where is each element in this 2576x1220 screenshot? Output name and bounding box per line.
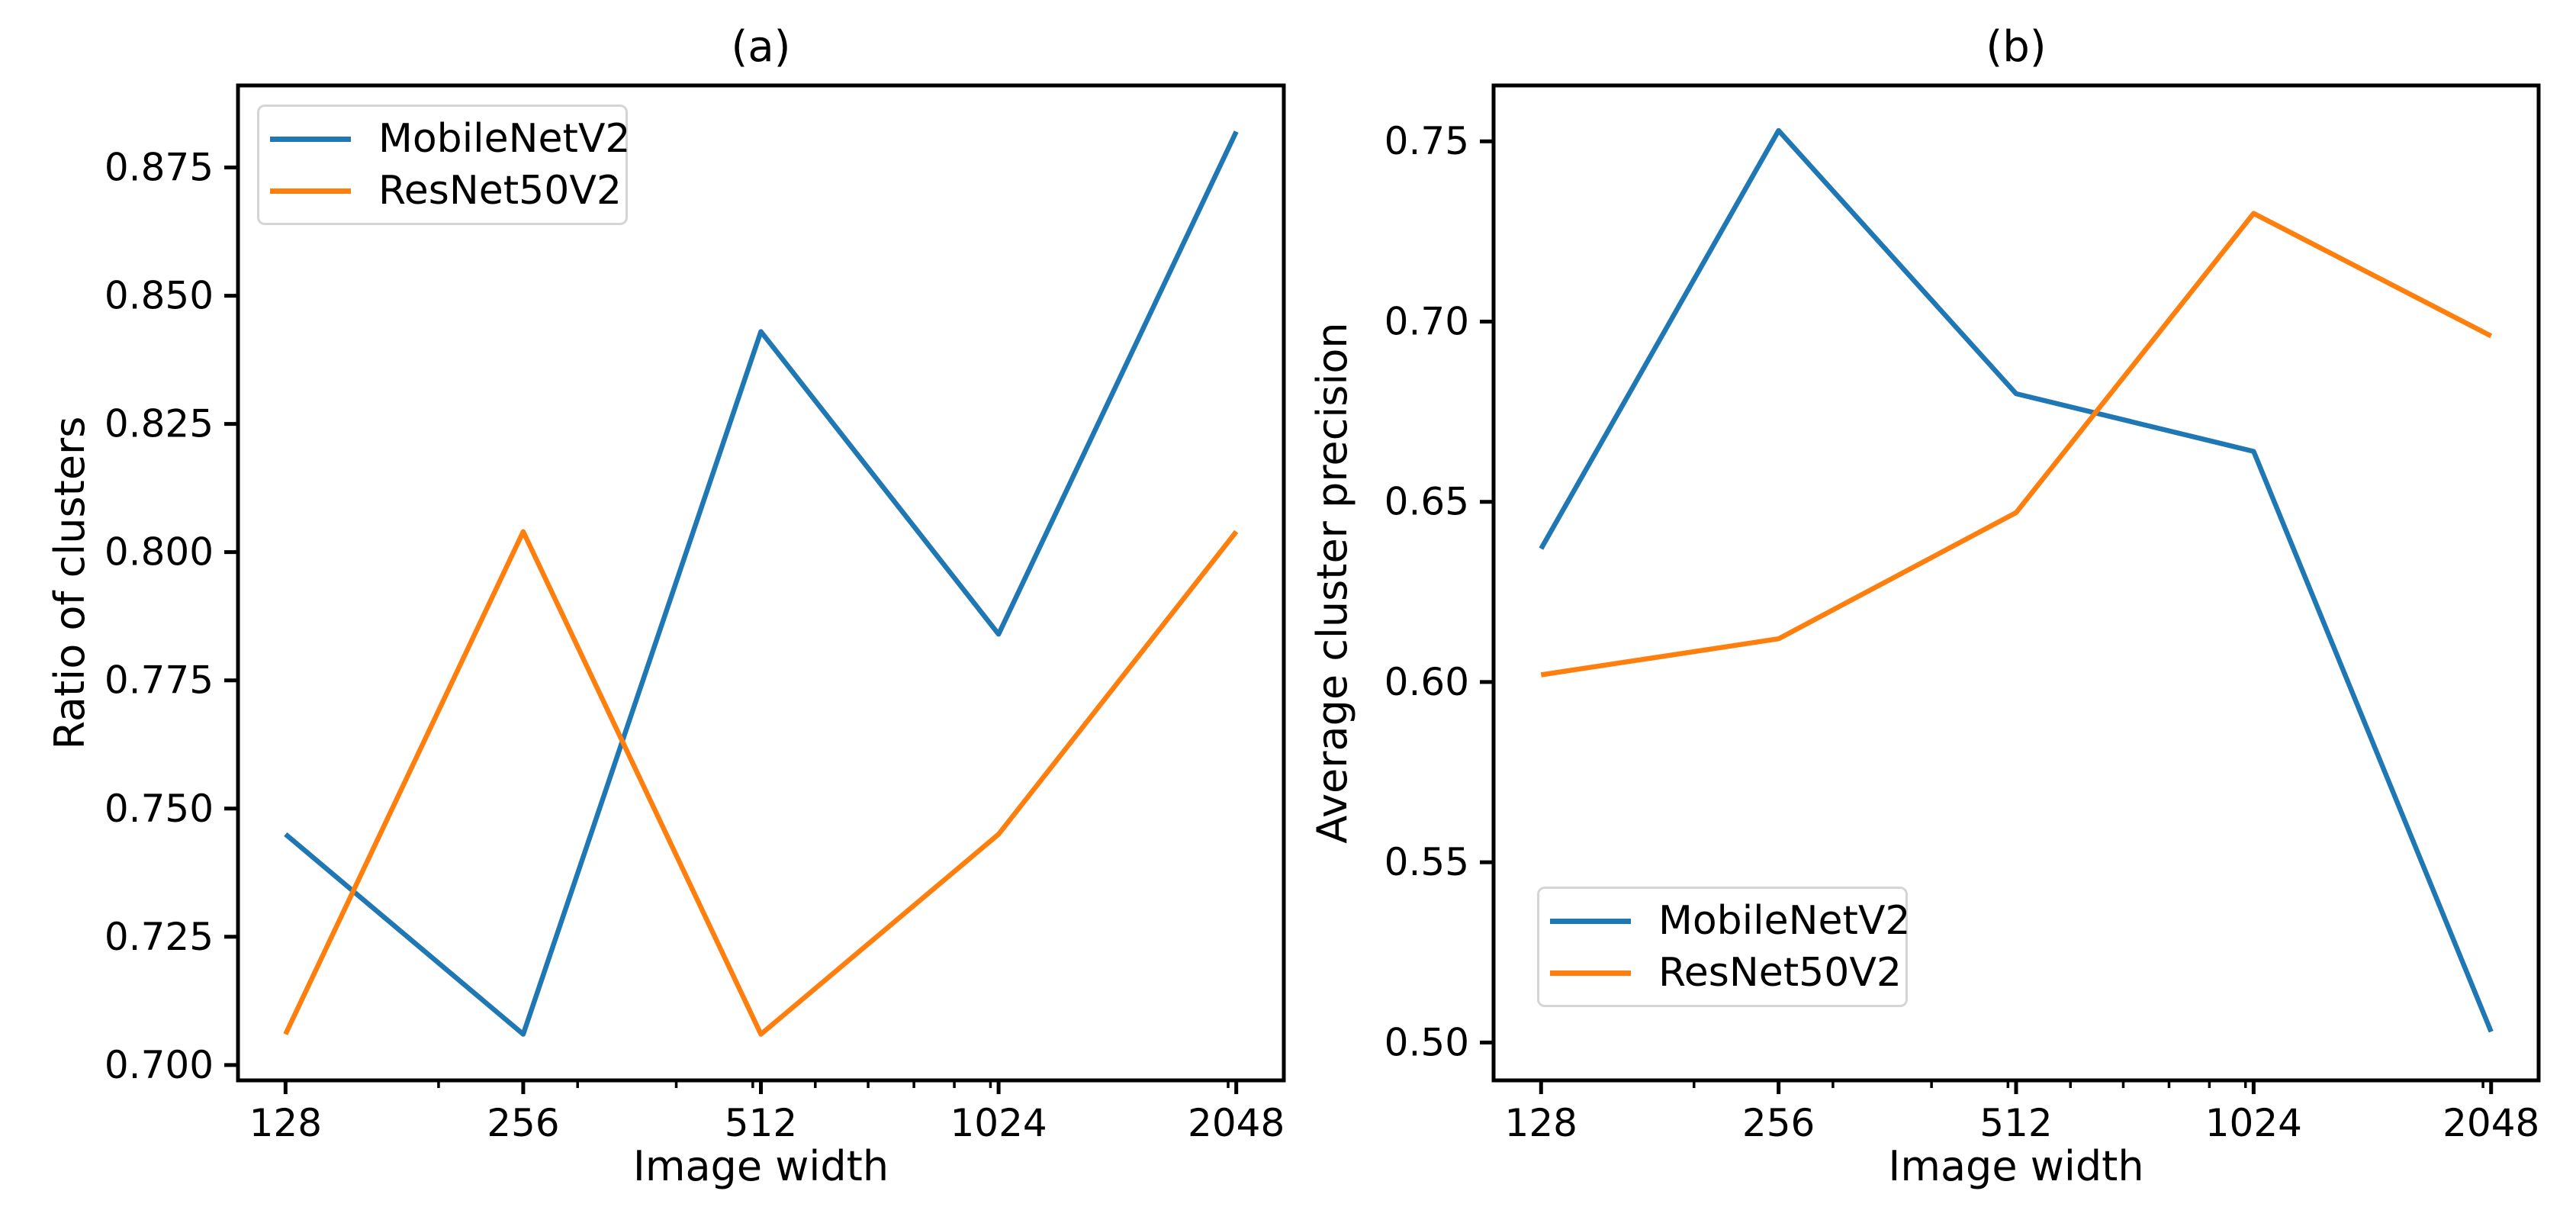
legend-line-sample-resnet50v2	[1550, 970, 1631, 976]
y-tick-label: 0.50	[1384, 1020, 1469, 1064]
chart-b-ylabel: Average cluster precision	[1308, 322, 1356, 844]
chart-a-xlabel: Image width	[632, 1142, 889, 1190]
y-tick-label: 0.725	[105, 915, 214, 959]
y-tick-label: 0.775	[105, 658, 214, 703]
y-tick-label: 0.70	[1384, 299, 1469, 343]
legend-label: ResNet50V2	[378, 168, 622, 214]
y-tick-label: 0.825	[105, 402, 214, 446]
x-tick-label: 128	[1505, 1101, 1577, 1145]
chart-b-xlabel: Image width	[1888, 1142, 2144, 1190]
legend-item: MobileNetV2	[1539, 901, 1911, 941]
chart-a-ylabel: Ratio of clusters	[46, 416, 94, 750]
x-tick-label: 256	[1742, 1101, 1815, 1145]
chart-a-title: (a)	[731, 22, 791, 72]
y-tick-label: 0.55	[1384, 840, 1469, 884]
chart-a: 128 256 512 1024 2048 0.700 0.725 0.750 0.775 0.8…	[105, 83, 1286, 1145]
series-line-mobilenetv2	[1539, 127, 2494, 1033]
chart-b-title: (b)	[1986, 22, 2047, 72]
plot-border	[236, 83, 1286, 1083]
x-tick-label: 2048	[2443, 1101, 2539, 1145]
y-tick-label: 0.700	[105, 1043, 214, 1087]
x-tick-label: 512	[725, 1101, 797, 1145]
y-tick-label: 0.750	[105, 787, 214, 831]
chart-b: 128 256 512 1024 2048 0.50 0.55 0.60 0.65 0.70 0.7…	[1384, 83, 2541, 1145]
legend-line-sample-mobilenetv2	[270, 136, 351, 142]
chart-a-legend: MobileNetV2 ResNet50V2	[257, 105, 631, 225]
legend-label: MobileNetV2	[1658, 898, 1911, 944]
legend-line-sample-resnet50v2	[270, 188, 351, 194]
x-tick-label: 256	[487, 1101, 559, 1145]
x-tick-label: 128	[249, 1101, 322, 1145]
y-tick-label: 0.875	[105, 146, 214, 190]
legend-item: ResNet50V2	[259, 171, 626, 211]
y-tick-label: 0.850	[105, 274, 214, 318]
series-line-resnet50v2	[1540, 211, 2493, 678]
y-tick-label: 0.800	[105, 530, 214, 575]
series-line-mobilenetv2	[284, 130, 1239, 1037]
y-tick-label: 0.75	[1384, 119, 1469, 163]
series-line-resnet50v2	[283, 529, 1239, 1037]
chart-b-legend: MobileNetV2 ResNet50V2	[1537, 887, 1911, 1007]
x-tick-label: 2048	[1188, 1101, 1285, 1145]
x-tick-label: 1024	[950, 1101, 1047, 1145]
legend-item: MobileNetV2	[259, 119, 631, 159]
x-tick-label: 1024	[2205, 1101, 2302, 1145]
y-tick-label: 0.60	[1384, 660, 1469, 704]
legend-label: MobileNetV2	[378, 116, 631, 162]
legend-line-sample-mobilenetv2	[1550, 918, 1631, 924]
legend-item: ResNet50V2	[1539, 953, 1905, 993]
y-tick-label: 0.65	[1384, 480, 1469, 524]
plot-border	[1491, 83, 2541, 1083]
x-tick-label: 512	[1979, 1101, 2052, 1145]
legend-label: ResNet50V2	[1658, 950, 1902, 996]
